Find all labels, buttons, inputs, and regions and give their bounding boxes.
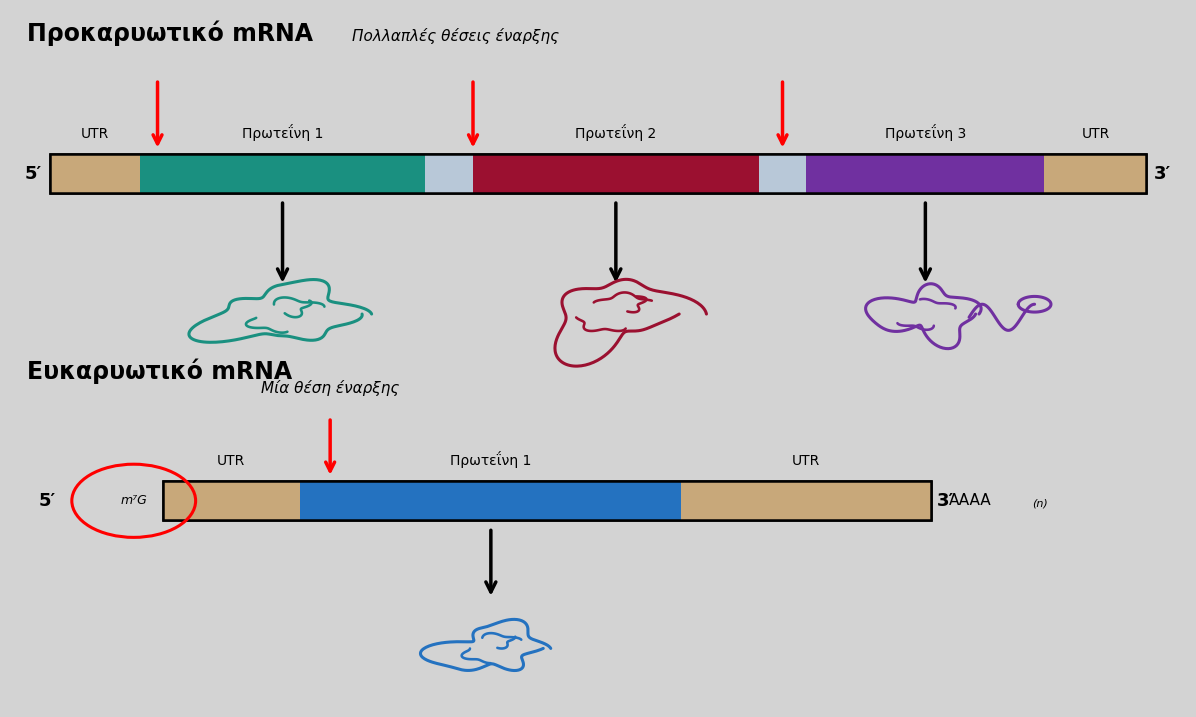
Text: Πρωτεΐνη 1: Πρωτεΐνη 1 xyxy=(450,452,531,468)
Bar xyxy=(1044,154,1146,193)
Bar xyxy=(806,154,1044,193)
Bar xyxy=(682,481,932,521)
Text: Πρωτεΐνη 1: Πρωτεΐνη 1 xyxy=(242,124,323,141)
Text: AAAA: AAAA xyxy=(950,493,991,508)
Text: (n): (n) xyxy=(1032,498,1048,508)
Text: 3′: 3′ xyxy=(1154,164,1171,183)
Bar xyxy=(140,154,426,193)
Bar xyxy=(426,154,472,193)
Bar xyxy=(164,481,932,521)
Text: 3′: 3′ xyxy=(938,492,954,510)
Text: UTR: UTR xyxy=(80,127,109,141)
Text: 5′: 5′ xyxy=(25,164,42,183)
Bar xyxy=(164,481,932,521)
Text: 5′: 5′ xyxy=(39,492,56,510)
Text: UTR: UTR xyxy=(218,455,245,468)
Bar xyxy=(472,154,758,193)
Bar xyxy=(50,154,140,193)
Bar xyxy=(50,154,1146,193)
Text: Μία θέση έναρξης: Μία θέση έναρξης xyxy=(261,380,399,396)
Text: Ευκαρυωτικό mRNA: Ευκαρυωτικό mRNA xyxy=(26,358,292,384)
Text: Πολλαπλές θέσεις έναρξης: Πολλαπλές θέσεις έναρξης xyxy=(352,28,559,44)
Bar xyxy=(164,481,300,521)
Bar xyxy=(758,154,806,193)
Text: Πρωτεΐνη 2: Πρωτεΐνη 2 xyxy=(575,124,657,141)
Text: m⁷G: m⁷G xyxy=(121,494,147,508)
Text: UTR: UTR xyxy=(1081,127,1110,141)
Text: UTR: UTR xyxy=(792,455,820,468)
Bar xyxy=(300,481,682,521)
Bar xyxy=(50,154,1146,193)
Text: Πρωτεΐνη 3: Πρωτεΐνη 3 xyxy=(885,124,966,141)
Text: Προκαρυωτικό mRNA: Προκαρυωτικό mRNA xyxy=(26,21,312,46)
